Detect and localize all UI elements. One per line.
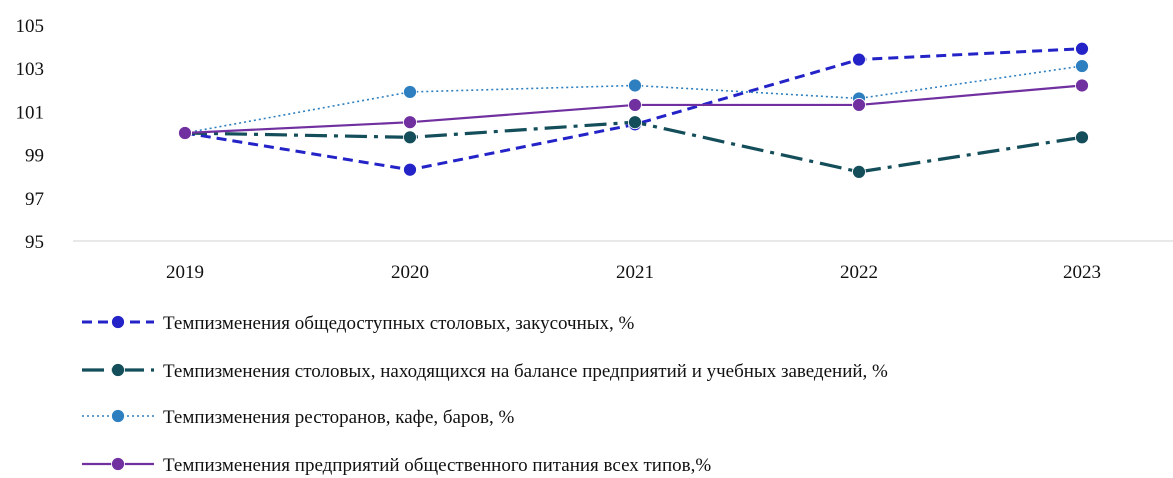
series-point <box>403 130 417 145</box>
series-point <box>628 115 642 130</box>
series-point <box>852 52 866 67</box>
x-axis-labels: 2019 2020 2021 2022 2023 <box>166 262 1101 283</box>
y-tick-label: 97 <box>25 189 44 210</box>
y-tick-label: 95 <box>25 232 44 253</box>
legend-swatch-marker <box>111 409 125 423</box>
series-point <box>1075 78 1089 93</box>
series-point <box>1075 59 1089 73</box>
series-point <box>1075 130 1089 145</box>
x-tick-label: 2022 <box>840 262 878 283</box>
y-tick-label: 103 <box>16 59 45 80</box>
legend-swatch-marker <box>111 315 125 329</box>
series-group <box>178 41 1089 179</box>
legend: Темпизменения общедоступных столовых, за… <box>82 313 888 476</box>
x-tick-label: 2020 <box>391 262 429 283</box>
series-point <box>1075 41 1089 56</box>
x-tick-label: 2023 <box>1063 262 1101 283</box>
y-tick-label: 101 <box>16 102 45 123</box>
legend-label: Темпизменения общедоступных столовых, за… <box>163 313 635 334</box>
y-tick-label: 99 <box>25 146 44 167</box>
legend-label: Темпизменения столовых, находящихся на б… <box>163 361 888 382</box>
y-axis-labels: 95 97 99 101 103 105 <box>16 16 45 253</box>
series-point <box>403 85 417 99</box>
series-point <box>178 126 192 140</box>
series-point <box>403 162 417 177</box>
legend-swatch-marker <box>111 457 125 471</box>
series-point <box>852 98 866 112</box>
x-tick-label: 2021 <box>616 262 654 283</box>
series-point <box>628 98 642 112</box>
x-tick-label: 2019 <box>166 262 204 283</box>
series-point <box>628 78 642 93</box>
series-point <box>403 115 417 130</box>
series-point <box>852 164 866 179</box>
y-tick-label: 105 <box>16 16 45 37</box>
legend-label: Темпизменения предприятий общественного … <box>163 455 711 476</box>
legend-swatch-marker <box>111 363 125 377</box>
legend-label: Темпизменения ресторанов, кафе, баров, % <box>163 407 514 428</box>
